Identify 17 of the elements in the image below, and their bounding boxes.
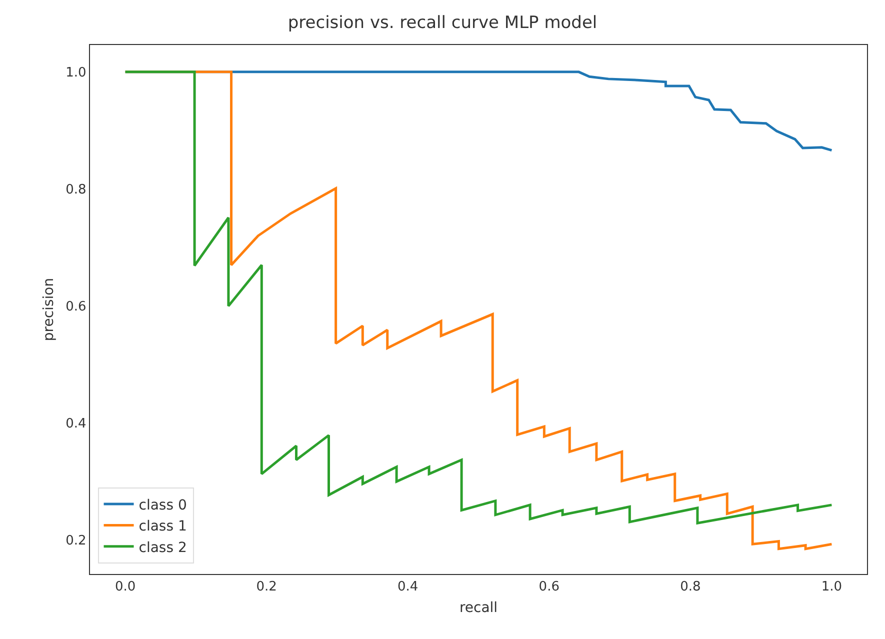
- x-tick-label: 0.2: [256, 580, 277, 595]
- y-tick-label: 1.0: [66, 65, 86, 80]
- x-tick-label: 0.0: [114, 580, 136, 595]
- y-tick-label: 0.8: [66, 182, 86, 198]
- x-tick-label: 0.4: [398, 580, 418, 595]
- legend-label: class 0: [138, 497, 187, 514]
- x-tick-label: 1.0: [821, 580, 842, 595]
- legend-label: class 2: [138, 540, 187, 556]
- y-tick-label: 0.4: [66, 416, 86, 432]
- y-tick-label: 0.6: [66, 300, 86, 315]
- y-tick-label: 0.2: [66, 534, 86, 549]
- y-axis-title: precision: [41, 278, 58, 342]
- x-tick-label: 0.8: [680, 580, 701, 595]
- chart-title: precision vs. recall curve MLP model: [288, 12, 598, 33]
- x-axis-title: recall: [459, 600, 498, 616]
- legend-label: class 1: [138, 518, 187, 535]
- x-tick-label: 0.6: [538, 580, 560, 595]
